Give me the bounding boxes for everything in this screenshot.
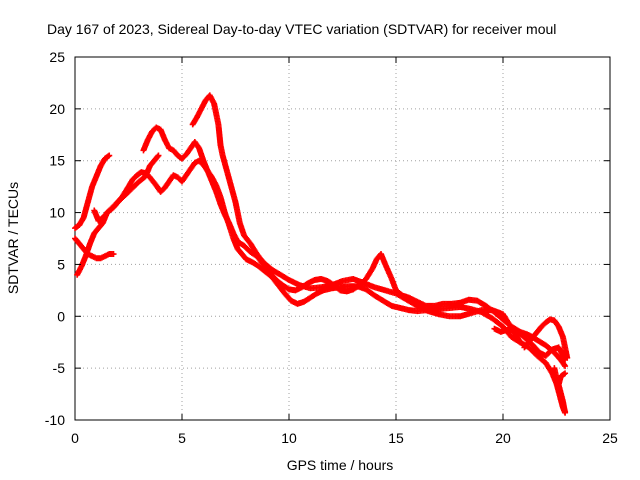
y-tick-label: 25 — [49, 49, 65, 65]
series-track-i — [551, 365, 569, 416]
y-tick-label: 5 — [57, 256, 65, 272]
series-track-h — [521, 316, 571, 361]
y-tick-label: 15 — [49, 153, 65, 169]
y-tick-label: 10 — [49, 205, 65, 221]
series-track-e — [140, 124, 569, 370]
x-tick-label: 15 — [388, 430, 404, 446]
x-tick-label: 10 — [281, 430, 297, 446]
data-point — [154, 153, 161, 160]
y-tick-label: -10 — [45, 412, 65, 428]
chart-title: Day 167 of 2023, Sidereal Day-to-day VTE… — [47, 21, 556, 37]
grid — [75, 57, 610, 420]
ticks: 0 5 10 15 20 25 -10 -5 0 5 10 15 20 25 — [45, 49, 618, 446]
data-point — [562, 363, 569, 370]
data-point — [562, 370, 569, 377]
series-track-f — [189, 92, 524, 346]
x-axis-label: GPS time / hours — [287, 457, 394, 473]
y-tick-label: 0 — [57, 308, 65, 324]
x-tick-label: 25 — [602, 430, 618, 446]
data-point — [564, 354, 571, 361]
x-tick-label: 20 — [495, 430, 511, 446]
data-point — [517, 339, 524, 346]
series-track-a — [72, 152, 113, 232]
y-tick-label: -5 — [53, 360, 66, 376]
x-tick-label: 0 — [71, 430, 79, 446]
x-tick-label: 5 — [178, 430, 186, 446]
data-point — [155, 152, 162, 159]
data-series — [72, 92, 571, 416]
data-point — [110, 251, 117, 258]
y-tick-label: 20 — [49, 101, 65, 117]
y-axis-label: SDTVAR / TECUs — [5, 182, 21, 294]
data-point — [106, 152, 113, 159]
